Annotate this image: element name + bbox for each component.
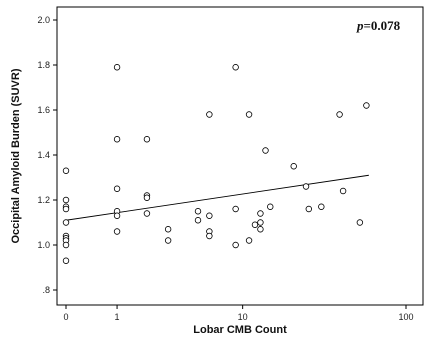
data-point [302,183,310,190]
data-point [113,228,121,235]
data-point [143,194,151,201]
data-point [257,226,264,233]
p-value-text: =0.078 [364,18,401,33]
y-tick-label: 1.4 [37,150,50,160]
x-tick-label: 100 [398,312,413,322]
data-point [267,203,274,210]
data-point [62,196,70,204]
x-tick-label: 0 [63,312,68,322]
data-point [232,205,239,213]
data-point [113,136,121,143]
plot-frame [56,6,424,306]
data-point [206,111,213,118]
data-point [62,257,70,264]
data-point [113,185,121,192]
data-point [164,226,172,233]
y-tick-label: 1.2 [37,195,50,205]
y-tick-label: 1.8 [37,60,50,70]
data-point [113,212,121,219]
x-axis-title: Lobar CMB Count [193,324,287,336]
data-point [290,163,297,170]
data-point [206,212,213,219]
data-point [257,210,264,217]
data-point [194,217,202,224]
data-point [336,111,343,118]
data-point [251,221,259,228]
data-point [164,237,172,244]
data-point [62,219,70,226]
y-tick-label: .8 [42,285,50,295]
data-point [339,187,347,195]
data-points-group [62,64,370,264]
y-tick-label: 1.0 [37,240,50,250]
data-point [232,241,239,249]
data-point [356,219,364,226]
x-tick-label: 10 [238,312,248,322]
data-point [245,111,253,118]
data-point [194,208,202,215]
data-point [305,205,313,213]
p-value-annotation: p=0.078 [356,18,401,33]
data-point [143,136,151,143]
axes-group: .8 1.0 1.2 1.4 1.6 1.8 2.0 0 1 10 100 [37,6,424,322]
p-value-symbol: p [356,18,364,33]
data-point [143,210,151,217]
x-tick-label: 1 [115,312,120,322]
regression-line [65,174,369,221]
data-point [62,205,70,213]
y-tick-label: 1.6 [37,105,50,115]
data-point [232,64,239,71]
y-tick-label: 2.0 [37,15,50,25]
data-point [257,219,264,226]
fit-line-group [65,174,369,221]
data-point [318,203,325,210]
data-point [62,241,70,249]
data-point [245,237,253,244]
y-axis-title: Occipital Amyloid Burden (SUVR) [10,68,22,243]
data-point [62,167,70,174]
data-point [363,102,370,109]
data-point [206,232,213,240]
data-point [262,147,269,154]
data-point [113,64,121,71]
